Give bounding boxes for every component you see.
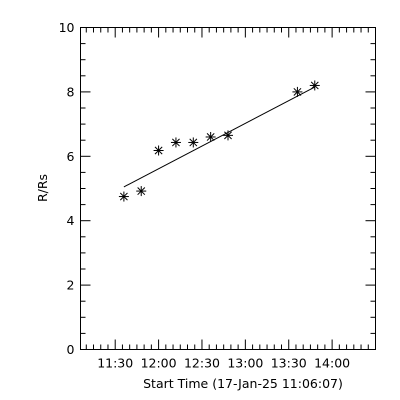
y-tick-label: 8 — [67, 84, 75, 99]
data-point — [205, 131, 216, 142]
x-tick-label: 14:00 — [314, 356, 350, 371]
data-point — [223, 130, 233, 141]
data-point — [309, 80, 320, 91]
data-point — [188, 137, 199, 148]
x-tick-label: 12:30 — [184, 356, 220, 371]
data-point — [170, 137, 181, 148]
y-axis-title: R/Rs — [35, 174, 50, 202]
data-point — [153, 145, 164, 156]
y-tick-label: 2 — [67, 278, 75, 293]
plot-frame — [80, 27, 376, 350]
y-tick-label: 0 — [67, 342, 75, 357]
fit-line — [123, 86, 315, 188]
data-point — [118, 191, 129, 202]
x-tick-label: 11:30 — [97, 356, 133, 371]
axis-ticks — [80, 27, 376, 350]
data-point — [292, 86, 303, 97]
data-point — [136, 186, 147, 197]
y-tick-label: 6 — [67, 149, 75, 164]
x-axis-title: Start Time (17-Jan-25 11:06:07) — [143, 376, 343, 391]
data-points — [118, 80, 320, 202]
x-tick-label: 13:00 — [227, 356, 263, 371]
x-tick-label: 12:00 — [141, 356, 177, 371]
y-tick-label: 4 — [67, 213, 75, 228]
tick-labels: 0 2 4 6 8 10 11:30 12:00 12:30 13:00 13:30 14:00 — [59, 20, 351, 371]
x-tick-label: 13:30 — [271, 356, 307, 371]
y-tick-label: 10 — [59, 20, 75, 35]
